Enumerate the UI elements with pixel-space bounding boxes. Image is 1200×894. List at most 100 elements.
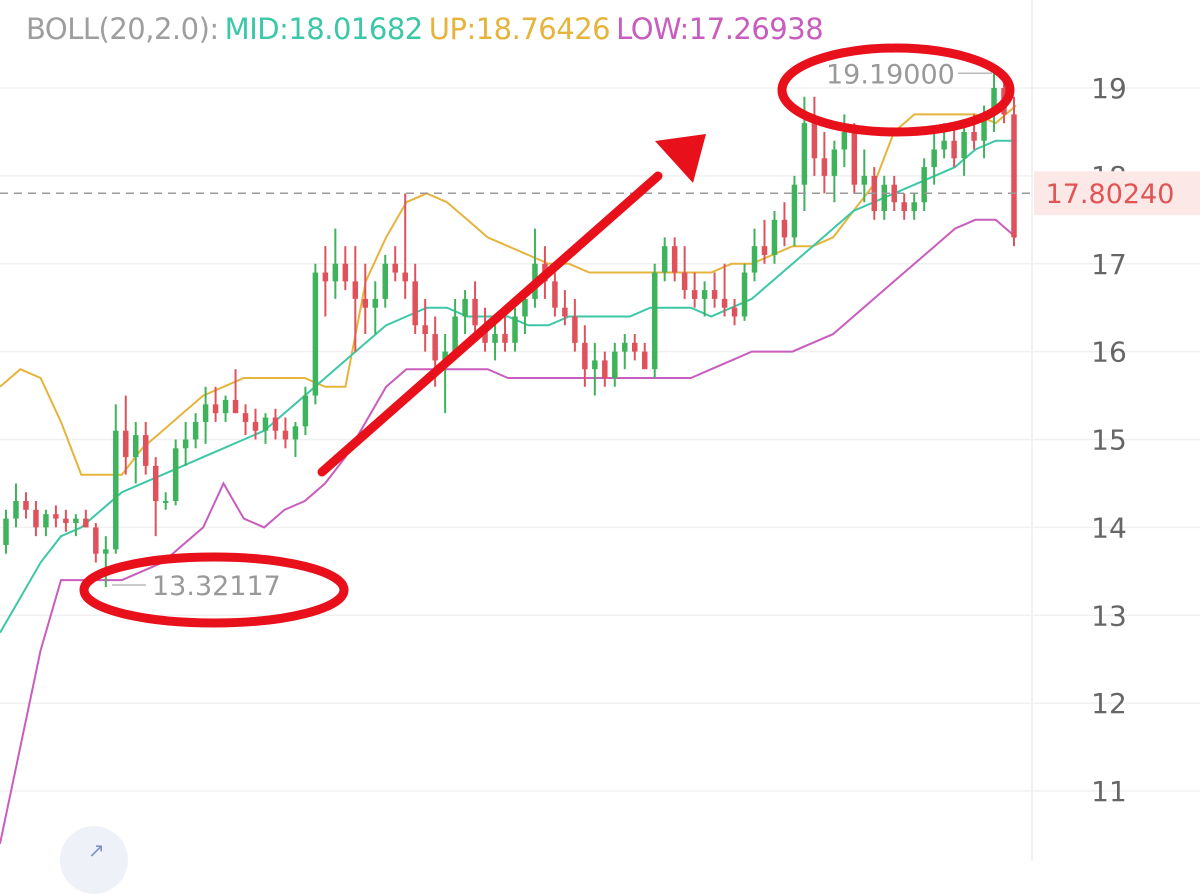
- candle-body: [671, 246, 678, 273]
- candle: [612, 342, 618, 387]
- candle: [442, 334, 448, 414]
- candle-body: [661, 246, 668, 273]
- candle: [23, 492, 29, 519]
- candle: [651, 263, 658, 378]
- candle: [671, 237, 678, 282]
- candle-body: [412, 281, 418, 326]
- candle-body: [23, 501, 29, 510]
- trend-arrow-head: [655, 134, 706, 183]
- candle-body: [921, 167, 927, 203]
- candle-body: [811, 123, 818, 159]
- candle: [222, 395, 229, 422]
- candle-body: [212, 404, 219, 414]
- candle-body: [372, 298, 379, 308]
- y-tick-label: 11: [1091, 775, 1127, 808]
- y-tick-label: 13: [1091, 599, 1127, 632]
- price-tag-background: [1034, 171, 1200, 216]
- candle: [721, 263, 728, 317]
- candle: [901, 193, 907, 220]
- candle-body: [152, 465, 159, 502]
- candle-body: [701, 290, 708, 299]
- candle-body: [492, 334, 498, 343]
- candle: [472, 281, 478, 335]
- candle-body: [851, 131, 858, 185]
- candle: [921, 158, 927, 212]
- candle: [731, 298, 738, 326]
- candle-body: [63, 518, 69, 523]
- candle: [202, 386, 209, 444]
- corner-expand-button[interactable]: ↗: [60, 826, 128, 894]
- bollinger-bands: [0, 104, 1017, 844]
- candle: [632, 334, 638, 361]
- candle: [532, 228, 538, 308]
- candle: [592, 342, 598, 396]
- candle: [582, 325, 588, 387]
- candle-body: [232, 399, 239, 414]
- boll-legend: BOLL(20,2.0): MID:18.01682 UP:18.76426 LOW:…: [26, 12, 829, 46]
- boll-mid-line: [0, 139, 1016, 634]
- candle: [322, 246, 329, 317]
- candle: [681, 246, 688, 299]
- candle-body: [352, 281, 359, 299]
- candle: [771, 211, 778, 264]
- candle: [332, 228, 339, 299]
- candle-body: [951, 140, 957, 159]
- candle: [362, 263, 369, 335]
- candle-body: [901, 202, 907, 212]
- candle-body: [113, 430, 119, 550]
- candle: [113, 404, 119, 554]
- candle: [162, 492, 169, 510]
- candle: [841, 114, 848, 168]
- candle-body: [162, 501, 169, 504]
- candle-body: [761, 246, 768, 255]
- candle-body: [302, 395, 309, 427]
- candle: [562, 290, 568, 326]
- candle: [272, 408, 279, 440]
- candle-body: [582, 342, 588, 370]
- candle: [212, 386, 219, 422]
- candle: [242, 404, 249, 436]
- candle: [911, 193, 917, 220]
- boll-mid-label: MID:18.01682: [224, 12, 424, 46]
- candle: [462, 290, 468, 335]
- candle-body: [172, 448, 179, 502]
- candle: [123, 395, 129, 475]
- candle-body: [651, 272, 658, 370]
- candle: [372, 281, 379, 335]
- candlestick-chart[interactable]: 111213141516171819 17.80240 19.19000 13.…: [0, 0, 1200, 861]
- candle: [1011, 96, 1017, 247]
- candle: [392, 246, 398, 282]
- candle: [152, 457, 159, 537]
- candle: [412, 263, 418, 335]
- candle-body: [53, 514, 59, 519]
- candle-body: [881, 184, 888, 212]
- candle-body: [33, 509, 39, 528]
- candle-body: [392, 263, 398, 273]
- candle-body: [632, 342, 638, 352]
- candle-body: [93, 527, 99, 554]
- candle-body: [202, 404, 209, 422]
- candle-body: [781, 219, 788, 238]
- candle: [881, 175, 888, 220]
- candle: [312, 263, 319, 405]
- boll-label: BOLL(20,2.0):: [26, 12, 219, 46]
- high-marker-label: 19.19000: [826, 59, 955, 90]
- candle-body: [192, 421, 199, 440]
- candle: [73, 514, 79, 537]
- candle: [602, 351, 608, 387]
- candle-body: [522, 298, 528, 317]
- candle-body: [382, 263, 388, 299]
- candle-body: [572, 316, 578, 343]
- candle: [342, 246, 349, 291]
- candle-body: [252, 421, 259, 431]
- candle-body: [322, 272, 329, 282]
- candle-body: [731, 307, 738, 317]
- candle-body: [132, 435, 139, 458]
- trend-arrow-shaft: [317, 171, 663, 477]
- boll-up-line: [0, 104, 1017, 476]
- candle-body: [961, 131, 967, 159]
- candle-body: [602, 360, 608, 378]
- candle: [382, 254, 388, 308]
- candle: [861, 149, 868, 203]
- candle-body: [452, 316, 458, 352]
